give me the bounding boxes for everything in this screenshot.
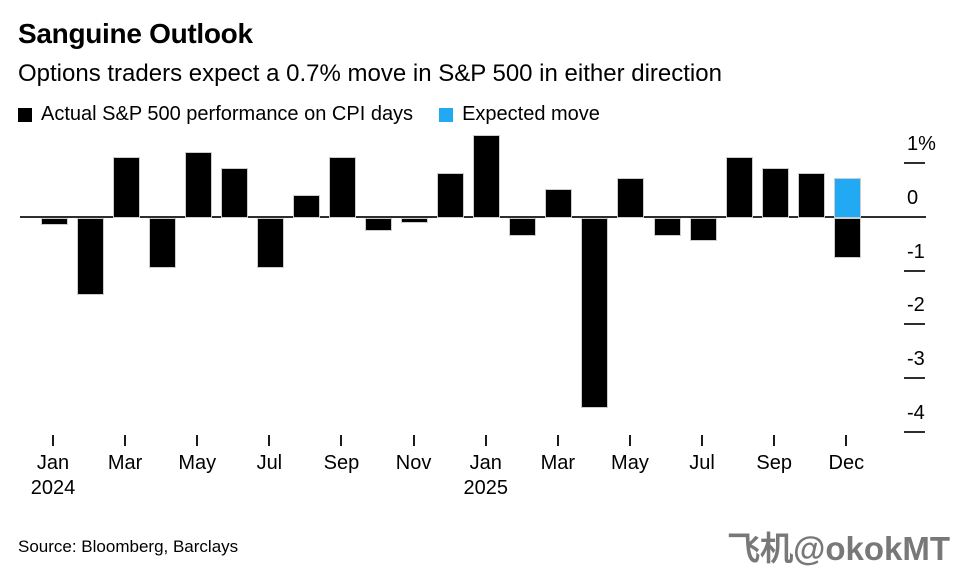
x-axis-tick <box>628 435 631 446</box>
bar-actual <box>365 218 393 231</box>
y-axis-label: 1% <box>907 133 936 156</box>
bar-expected <box>833 178 861 218</box>
y-axis-tick <box>904 323 925 326</box>
x-axis-tick <box>845 435 848 446</box>
x-axis-label: Jul <box>689 452 715 474</box>
y-axis-label: -4 <box>907 401 925 424</box>
x-axis-tick <box>773 435 776 446</box>
legend: Actual S&P 500 performance on CPI days E… <box>18 103 600 126</box>
watermark: 飞机@okokMT <box>727 530 950 567</box>
bar-actual <box>833 218 861 258</box>
bar-actual <box>653 218 681 237</box>
y-axis-tick <box>904 269 925 272</box>
zero-axis-line <box>20 216 926 218</box>
source-note: Source: Bloomberg, Barclays <box>18 537 239 556</box>
y-axis-label: -2 <box>907 294 925 317</box>
x-axis-tick <box>701 435 704 446</box>
y-axis-label: -3 <box>907 348 925 371</box>
legend-item-expected: Expected move <box>439 103 600 126</box>
bar-actual <box>401 218 429 223</box>
bar-actual <box>545 189 573 218</box>
x-axis-year-label: 2024 <box>30 477 76 499</box>
x-axis-year-label: 2025 <box>463 477 508 499</box>
bar-actual <box>473 135 501 218</box>
x-axis-label: May <box>178 452 217 474</box>
bar-actual <box>292 194 320 218</box>
x-axis-label: May <box>611 452 649 474</box>
y-axis-label: -1 <box>907 240 925 263</box>
x-axis-tick <box>196 435 199 446</box>
bar-actual <box>725 156 753 218</box>
x-axis-label: Jul <box>256 452 283 474</box>
x-axis-tick <box>340 435 343 446</box>
y-axis-tick <box>904 377 925 380</box>
legend-swatch-expected-icon <box>439 107 454 122</box>
bar-actual <box>437 173 465 218</box>
x-axis-label: Mar <box>107 452 143 474</box>
x-axis-tick <box>556 435 559 446</box>
x-axis-tick <box>268 435 271 446</box>
bar-actual <box>148 218 176 269</box>
bar-actual <box>76 218 104 296</box>
bar-actual <box>617 178 645 218</box>
chart-title: Sanguine Outlook <box>18 18 253 49</box>
x-axis-label: Mar <box>540 452 576 474</box>
x-axis-tick <box>484 435 487 446</box>
x-axis-label: Dec <box>828 452 865 474</box>
bar-actual <box>40 218 68 226</box>
bar-actual <box>797 173 825 218</box>
x-axis-label: Sep <box>756 452 792 474</box>
x-axis-tick <box>52 435 54 446</box>
y-axis-tick <box>904 162 925 165</box>
bar-actual <box>220 167 248 218</box>
bar-actual <box>256 218 284 269</box>
bar-actual <box>184 151 212 218</box>
x-axis-label: Sep <box>323 452 360 474</box>
chart-subtitle: Options traders expect a 0.7% move in S&… <box>18 60 722 87</box>
bar-actual <box>581 218 609 408</box>
bar-actual <box>509 218 537 237</box>
x-axis-tick <box>412 435 415 446</box>
legend-item-actual: Actual S&P 500 performance on CPI days <box>18 103 413 126</box>
bar-actual <box>112 156 140 218</box>
bar-actual <box>761 167 789 218</box>
legend-label-actual: Actual S&P 500 performance on CPI days <box>41 103 414 125</box>
legend-swatch-actual-icon <box>18 107 32 122</box>
y-axis-tick <box>904 430 925 433</box>
x-axis-label: Jan <box>469 452 502 474</box>
bar-actual <box>689 218 717 242</box>
legend-label-expected: Expected move <box>462 103 600 125</box>
x-axis-tick <box>124 435 127 446</box>
x-axis-label: Nov <box>395 452 432 474</box>
x-axis-label: Jan <box>36 452 70 474</box>
y-axis-label: 0 <box>907 187 919 209</box>
bar-actual <box>328 156 356 218</box>
